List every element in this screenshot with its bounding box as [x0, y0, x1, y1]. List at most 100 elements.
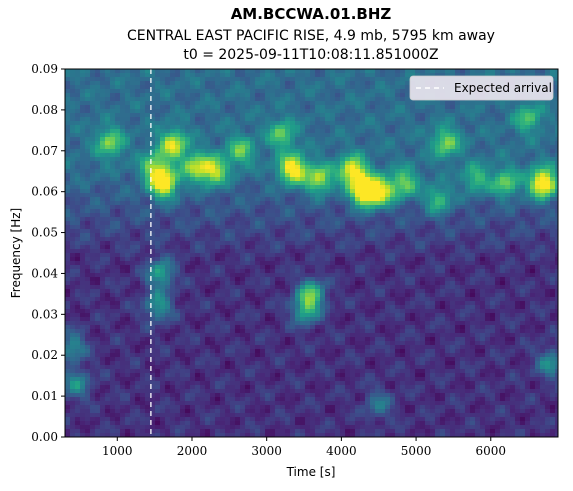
heatmap-cell	[310, 161, 316, 166]
heatmap-cell	[405, 121, 411, 126]
heatmap-cell	[190, 157, 196, 162]
heatmap-cell	[400, 165, 406, 170]
heatmap-cell	[255, 237, 261, 242]
heatmap-cell	[110, 261, 116, 266]
heatmap-cell	[405, 173, 411, 178]
heatmap-cell	[130, 89, 136, 94]
heatmap-cell	[535, 229, 541, 234]
heatmap-cell	[395, 221, 401, 226]
heatmap-cell	[365, 81, 371, 86]
heatmap-cell	[260, 85, 266, 90]
heatmap-cell	[120, 149, 126, 154]
heatmap-cell	[265, 113, 271, 118]
heatmap-cell	[525, 157, 531, 162]
heatmap-cell	[65, 253, 71, 258]
heatmap-cell	[120, 229, 126, 234]
heatmap-cell	[410, 249, 416, 254]
heatmap-cell	[445, 189, 451, 194]
heatmap-cell	[305, 265, 311, 270]
heatmap-cell	[130, 245, 136, 250]
heatmap-cell	[230, 205, 236, 210]
heatmap-cell	[270, 217, 276, 222]
heatmap-cell	[125, 85, 131, 90]
heatmap-cell	[470, 237, 476, 242]
heatmap-cell	[80, 97, 86, 102]
heatmap-cell	[365, 109, 371, 114]
heatmap-cell	[105, 193, 111, 198]
heatmap-cell	[210, 237, 216, 242]
heatmap-cell	[70, 85, 76, 90]
heatmap-cell	[260, 137, 266, 142]
heatmap-cell	[465, 205, 471, 210]
heatmap-cell	[485, 229, 491, 234]
heatmap-cell	[340, 221, 346, 226]
heatmap-cell	[340, 229, 346, 234]
heatmap-cell	[135, 101, 141, 106]
heatmap-cell	[80, 225, 86, 230]
heatmap-cell	[105, 109, 111, 114]
heatmap-cell	[240, 73, 246, 78]
heatmap-cell	[535, 113, 541, 118]
heatmap-cell	[160, 77, 166, 82]
heatmap-cell	[90, 209, 96, 214]
heatmap-cell	[365, 145, 371, 150]
heatmap-cell	[345, 249, 351, 254]
heatmap-cell	[100, 193, 106, 198]
heatmap-cell	[140, 141, 146, 146]
heatmap-cell	[370, 161, 376, 166]
heatmap-cell	[360, 169, 366, 174]
heatmap-cell	[130, 177, 136, 182]
heatmap-cell	[335, 77, 341, 82]
heatmap-cell	[115, 253, 121, 258]
heatmap-cell	[155, 101, 161, 106]
heatmap-cell	[65, 145, 71, 150]
heatmap-cell	[85, 197, 91, 202]
heatmap-cell	[440, 173, 446, 178]
heatmap-cell	[515, 253, 521, 258]
heatmap-cell	[480, 181, 486, 186]
heatmap-cell	[405, 245, 411, 250]
heatmap-cell	[350, 185, 356, 190]
heatmap-cell	[550, 117, 556, 122]
heatmap-cell	[245, 133, 251, 138]
heatmap-cell	[265, 105, 271, 110]
heatmap-cell	[555, 181, 559, 186]
heatmap-cell	[450, 73, 456, 78]
heatmap-cell	[520, 129, 526, 134]
heatmap-cell	[175, 81, 181, 86]
heatmap-cell	[445, 245, 451, 250]
heatmap-cell	[145, 129, 151, 134]
heatmap-cell	[110, 69, 116, 74]
heatmap-cell	[125, 205, 131, 210]
heatmap-cell	[185, 173, 191, 178]
heatmap-cell	[75, 125, 81, 130]
heatmap-cell	[310, 177, 316, 182]
heatmap-cell	[410, 265, 416, 270]
heatmap-cell	[170, 205, 176, 210]
heatmap-cell	[380, 205, 386, 210]
heatmap-cell	[435, 213, 441, 218]
heatmap-cell	[405, 133, 411, 138]
heatmap-cell	[65, 117, 71, 122]
heatmap-cell	[85, 117, 91, 122]
heatmap-cell	[380, 193, 386, 198]
heatmap-cell	[545, 225, 551, 230]
heatmap-cell	[85, 149, 91, 154]
heatmap-cell	[340, 165, 346, 170]
heatmap-cell	[110, 253, 116, 258]
heatmap-cell	[480, 229, 486, 234]
heatmap-cell	[320, 125, 326, 130]
heatmap-cell	[210, 153, 216, 158]
heatmap-cell	[340, 185, 346, 190]
heatmap-cell	[195, 193, 201, 198]
heatmap-cell	[450, 189, 456, 194]
heatmap-cell	[365, 185, 371, 190]
heatmap-cell	[420, 73, 426, 78]
heatmap-cell	[475, 157, 481, 162]
heatmap-cell	[340, 141, 346, 146]
heatmap-cell	[315, 105, 321, 110]
heatmap-cell	[180, 225, 186, 230]
heatmap-cell	[480, 129, 486, 134]
heatmap-cell	[255, 213, 261, 218]
heatmap-cell	[385, 241, 391, 246]
